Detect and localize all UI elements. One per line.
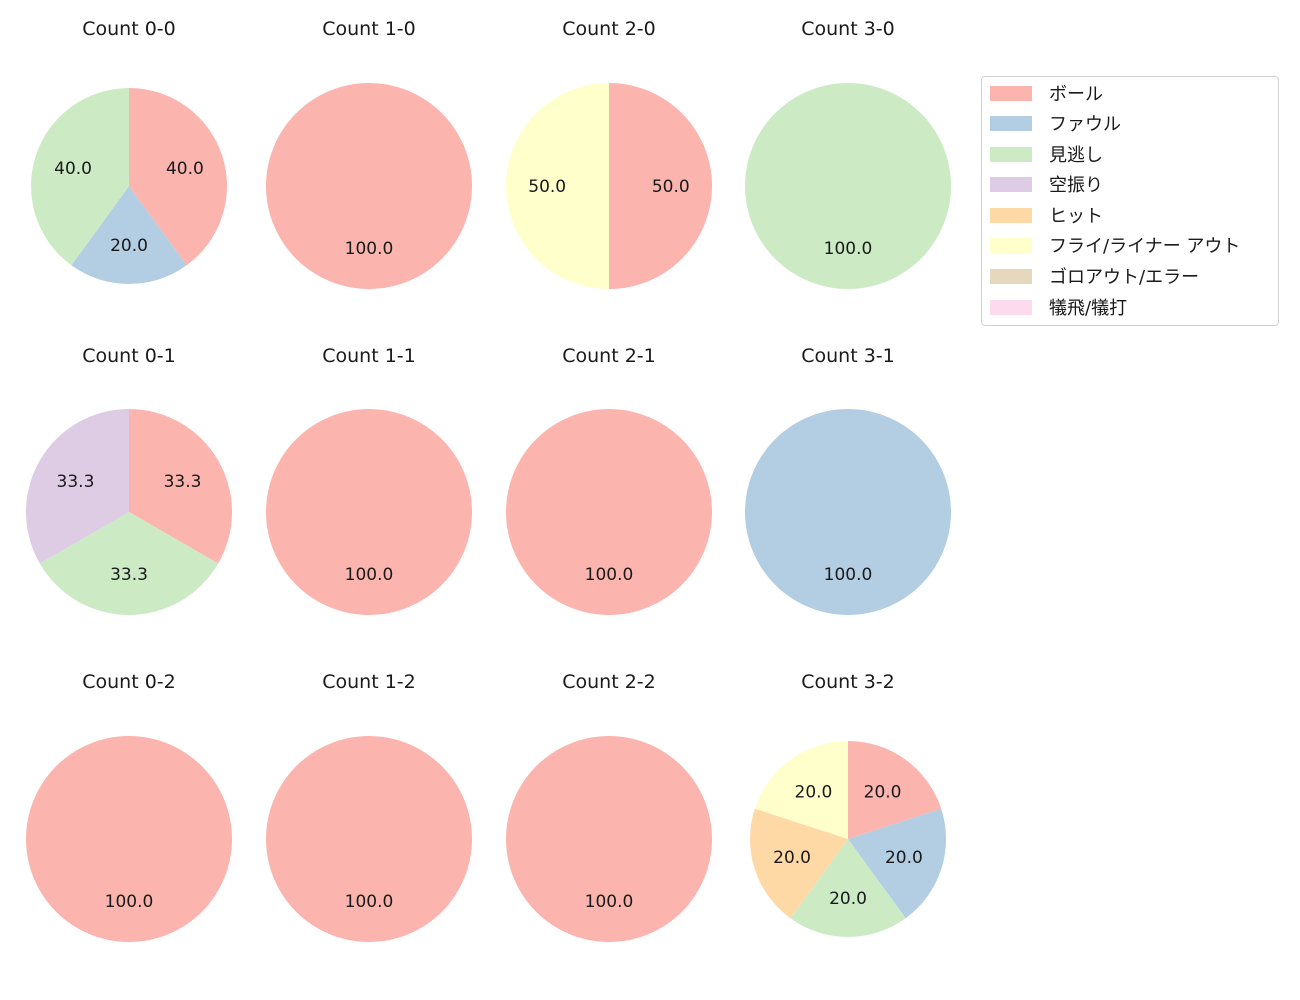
pie-slice-label: 20.0: [864, 782, 902, 802]
legend-label: 空振り: [1049, 175, 1103, 196]
pie-slice-label: 33.3: [110, 565, 148, 585]
pie-chart: Count 3-0 100.0: [745, 18, 951, 289]
legend-swatch: [990, 146, 1032, 162]
pie-title: Count 1-2: [322, 671, 416, 693]
legend-item-called-strike: 見逃し: [990, 144, 1103, 166]
legend-label: フライ/ライナー アウト: [1049, 236, 1241, 257]
legend-swatch: [990, 115, 1032, 131]
pie-slice: [609, 83, 712, 289]
pie-slice: [39, 512, 219, 615]
legend-label: ボール: [1049, 84, 1103, 105]
pie-slice: [848, 741, 942, 839]
legend-swatch: [990, 268, 1032, 284]
legend-swatch: [990, 237, 1032, 253]
legend-swatch: [990, 85, 1032, 101]
legend-item-swinging-strike: 空振り: [990, 174, 1103, 196]
pie-slice-label: 20.0: [885, 848, 923, 868]
pie-title: Count 0-2: [82, 671, 176, 693]
legend-item-grounder-error: ゴロアウト/エラー: [990, 266, 1200, 288]
legend-item-fly-liner-out: フライ/ライナー アウト: [990, 235, 1241, 257]
pie-chart: Count 2-0 50.0 50.0: [506, 18, 712, 289]
pie-slice-label: 20.0: [773, 848, 811, 868]
pie-slice-label: 40.0: [54, 159, 92, 179]
pie-slice: [848, 808, 946, 919]
pie-title: Count 3-0: [801, 18, 895, 40]
pie-slice-label: 40.0: [166, 159, 204, 179]
pie-slice: [506, 736, 712, 942]
pie-chart: Count 3-1 100.0: [745, 345, 951, 615]
legend-label: 見逃し: [1049, 145, 1103, 166]
pie-chart: Count 0-1 33.3 33.3 33.3: [26, 345, 232, 615]
legend-label: 犠飛/犠打: [1049, 298, 1128, 319]
legend-swatch: [990, 299, 1032, 315]
pie-slice: [26, 409, 130, 564]
pie-slice: [506, 83, 609, 289]
legend-item-hit: ヒット: [990, 205, 1103, 227]
pie-slice-label: 100.0: [585, 565, 634, 585]
pie-slice-label: 100.0: [345, 565, 394, 585]
pie-slice: [129, 409, 232, 564]
pie-slice: [129, 88, 227, 266]
pie-title: Count 0-0: [82, 18, 176, 40]
pie-title: Count 3-1: [801, 345, 895, 367]
pie-slice: [26, 736, 232, 942]
pie-slice-label: 20.0: [829, 889, 867, 909]
pie-slice-label: 50.0: [528, 177, 566, 197]
pie-title: Count 2-0: [562, 18, 656, 40]
legend-swatch: [990, 207, 1032, 223]
pie-slice: [754, 741, 848, 839]
pie-slice: [266, 83, 472, 289]
pie-slice-label: 100.0: [345, 239, 394, 259]
pie-title: Count 2-1: [562, 345, 656, 367]
pie-chart: Count 3-2 20.0 20.0 20.0 20.0 20.0: [749, 671, 946, 937]
pie-slice: [749, 808, 848, 919]
pie-chart: Count 1-2 100.0: [266, 671, 472, 942]
pie-title: Count 3-2: [801, 671, 895, 693]
pie-slice: [745, 83, 951, 289]
legend-swatch: [990, 176, 1032, 192]
pie-slice-label: 100.0: [824, 239, 873, 259]
pie-slice: [266, 409, 472, 615]
legend-label: ファウル: [1049, 114, 1121, 135]
legend-item-sacrifice: 犠飛/犠打: [990, 297, 1128, 319]
pie-slice: [745, 409, 951, 615]
pie-slice-label: 20.0: [795, 782, 833, 802]
pie-chart: Count 0-2 100.0: [26, 671, 232, 942]
pie-chart: Count 2-1 100.0: [506, 345, 712, 615]
pie-slice-label: 50.0: [652, 177, 690, 197]
pie-chart: Count 1-1 100.0: [266, 345, 472, 615]
pie-slice-label: 100.0: [585, 892, 634, 912]
pie-title: Count 2-2: [562, 671, 656, 693]
pie-slice: [266, 736, 472, 942]
legend-label: ゴロアウト/エラー: [1049, 267, 1200, 288]
pie-slice-label: 100.0: [105, 892, 154, 912]
pie-chart: Count 1-0 100.0: [266, 18, 472, 289]
legend: ボール ファウル 見逃し 空振り ヒット フライ/ライナー アウト ゴロアウト/…: [981, 76, 1279, 326]
legend-item-foul: ファウル: [990, 113, 1121, 135]
pie-slice-label: 20.0: [110, 236, 148, 256]
pie-slice: [71, 186, 187, 285]
pie-slice-label: 100.0: [824, 565, 873, 585]
pie-slice: [790, 839, 906, 937]
pie-slice-label: 100.0: [345, 892, 394, 912]
pie-title: Count 1-0: [322, 18, 416, 40]
legend-label: ヒット: [1049, 206, 1103, 227]
pie-title: Count 1-1: [322, 345, 416, 367]
pie-slice: [506, 409, 712, 615]
pie-title: Count 0-1: [82, 345, 176, 367]
pie-slice: [31, 88, 129, 266]
pie-slice-label: 33.3: [57, 472, 95, 492]
pie-slice-label: 33.3: [164, 472, 202, 492]
pie-chart: Count 0-0 40.0 20.0 40.0: [31, 18, 227, 285]
legend-item-ball: ボール: [990, 83, 1103, 105]
pie-chart: Count 2-2 100.0: [506, 671, 712, 942]
